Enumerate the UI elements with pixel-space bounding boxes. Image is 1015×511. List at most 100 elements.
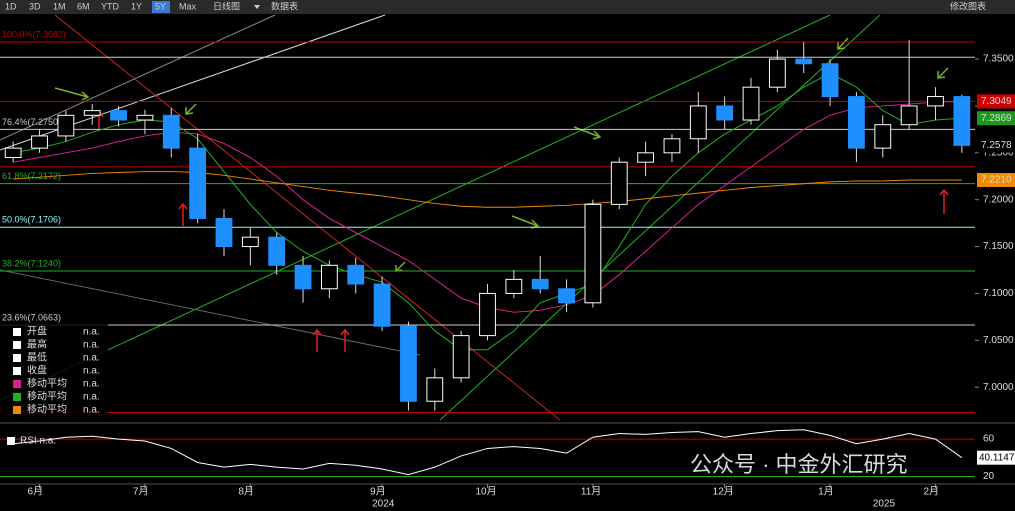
- rsi-line: [13, 429, 963, 476]
- legend-label: 移动平均: [27, 390, 67, 403]
- candle-body: [110, 110, 127, 121]
- x-tick-label: 2月: [923, 486, 939, 498]
- arrow: [185, 103, 197, 115]
- range-button[interactable]: 5Y: [155, 1, 166, 11]
- candle-body: [162, 114, 180, 149]
- y-tick-label: 7.3500: [983, 54, 1014, 65]
- range-button[interactable]: 1D: [5, 1, 17, 11]
- price-label-box: [977, 111, 1015, 126]
- y-tick-label: 7.2000: [983, 194, 1014, 205]
- price-label: 7.2578: [981, 140, 1012, 151]
- candle-body: [268, 236, 286, 266]
- price-label: 7.3049: [981, 96, 1012, 107]
- range-button[interactable]: YTD: [101, 1, 120, 11]
- legend-swatch: [13, 341, 21, 349]
- trendline: [54, 14, 561, 421]
- candle-body: [610, 161, 628, 205]
- candle-body: [373, 283, 391, 327]
- range-button[interactable]: 1Y: [131, 1, 142, 11]
- candle-body: [768, 58, 786, 88]
- legend-value: n.a.: [83, 392, 100, 403]
- candle-body: [215, 217, 233, 248]
- legend-value: n.a.: [83, 340, 100, 351]
- x-tick-label: 6月: [28, 486, 44, 498]
- candle-body: [874, 124, 892, 149]
- x-tick-label: 12月: [713, 486, 734, 498]
- arrow: [54, 87, 90, 101]
- rsi-current-box: [977, 450, 1015, 465]
- rsi-tick-label: 20: [983, 471, 995, 482]
- candle-body: [347, 264, 365, 285]
- y-tick-label: 7.1500: [983, 241, 1014, 252]
- legend-label: 移动平均: [27, 403, 67, 416]
- candle-body: [689, 105, 707, 140]
- price-label-box: [977, 94, 1015, 109]
- arrow: [340, 328, 350, 352]
- range-selected: [152, 1, 170, 13]
- legend-swatch: [13, 328, 21, 336]
- legend-label: 最高: [27, 338, 47, 351]
- edit-chart-button[interactable]: 修改图表: [950, 0, 986, 11]
- candle-body: [584, 203, 602, 304]
- legend-label: 收盘: [27, 364, 47, 377]
- arrow: [939, 188, 949, 214]
- watermark: 公众号 · 中金外汇研究: [690, 452, 908, 477]
- candle-body: [821, 63, 839, 98]
- price-label-box: [977, 138, 1015, 153]
- range-button[interactable]: 1M: [53, 1, 66, 11]
- candle-body: [637, 152, 655, 163]
- range-button[interactable]: 6M: [77, 1, 90, 11]
- candle-body: [320, 264, 338, 290]
- data-table-button[interactable]: 数据表: [271, 0, 298, 11]
- legend-value: n.a.: [83, 379, 100, 390]
- y-tick-label: 7.0500: [983, 335, 1014, 346]
- candle-body: [400, 325, 417, 402]
- arrow: [178, 202, 188, 226]
- arrow: [573, 126, 602, 140]
- candle-body: [241, 236, 259, 248]
- candle-body: [452, 335, 470, 379]
- x-tick-label: 9月: [370, 486, 386, 498]
- candle-body: [31, 135, 48, 149]
- year-label: 2024: [372, 499, 395, 510]
- chart-style-dropdown[interactable]: 日线图: [213, 0, 240, 11]
- range-button[interactable]: 3D: [29, 1, 41, 11]
- candle-body: [953, 96, 971, 146]
- legend-swatch: [13, 393, 21, 401]
- candle-body: [505, 278, 523, 294]
- price-label-box: [977, 173, 1015, 187]
- arrow: [312, 328, 322, 352]
- y-tick-label: 7.2500: [983, 147, 1014, 158]
- legend-value: n.a.: [83, 366, 100, 377]
- fib-label: 38.2%(7.1240): [2, 258, 61, 268]
- arrows: [54, 37, 949, 352]
- candle-body: [479, 292, 496, 337]
- legend-value: n.a.: [83, 405, 100, 416]
- arrow: [937, 67, 949, 79]
- fib-label: 61.8%(7.2172): [2, 171, 61, 181]
- trendline: [0, 269, 421, 356]
- legend-value: n.a.: [83, 327, 100, 338]
- candle-body: [136, 114, 154, 121]
- year-label: 2025: [873, 499, 896, 510]
- price-label: 7.2210: [981, 175, 1012, 186]
- moving-average: [13, 171, 962, 208]
- fib-label: 100.0%(7.3682): [2, 29, 66, 39]
- x-tick-label: 7月: [133, 486, 149, 498]
- legend-swatch: [13, 354, 21, 362]
- trendline: [439, 14, 881, 421]
- legend-label: 开盘: [27, 325, 47, 338]
- y-tick-label: 7.1000: [983, 288, 1014, 299]
- legend-label: 最低: [27, 351, 47, 364]
- range-button[interactable]: Max: [179, 1, 197, 11]
- candle-body: [558, 288, 575, 304]
- legend-value: n.a.: [83, 353, 100, 364]
- legend-swatch: [13, 406, 21, 414]
- legend-swatch: [13, 367, 21, 375]
- rsi-label: RSI n.a.: [20, 436, 56, 447]
- legend-swatch: [13, 380, 21, 388]
- candle-body: [848, 96, 865, 149]
- candle-body: [716, 105, 734, 121]
- legend-label: 移动平均: [27, 377, 67, 390]
